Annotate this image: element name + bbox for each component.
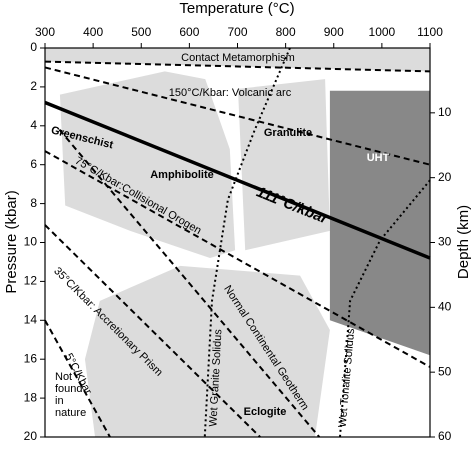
y2-tick-label: 10 (438, 105, 452, 119)
line-label: Wet Tonalite Solidus (337, 328, 358, 428)
y-tick-label: 6 (30, 157, 37, 171)
geotherm-line (44, 319, 111, 438)
geotherm-line (44, 66, 431, 166)
y-tick-label: 0 (30, 40, 37, 54)
y-tick-label: 14 (24, 312, 38, 326)
field-label: Contact Metamorphism (181, 52, 295, 64)
note-label: in (55, 395, 64, 407)
note-label: nature (55, 407, 86, 419)
x-tick-label: 1100 (417, 25, 443, 39)
line-label: Wet Granite Solidus (207, 328, 224, 427)
region (45, 48, 430, 72)
y-tick-label: 12 (24, 274, 38, 288)
y-tick-label: 8 (30, 196, 37, 210)
geotherm-line (339, 179, 431, 438)
x-tick-label: 400 (83, 25, 103, 39)
region (84, 265, 330, 437)
field-label: Granulite (264, 127, 312, 139)
geotherm-line (44, 60, 431, 73)
geotherm-line (58, 129, 321, 438)
field-label: UHT (367, 152, 390, 164)
y2-tick-label: 40 (438, 300, 452, 314)
geotherm-line (203, 47, 291, 438)
y-tick-label: 18 (24, 390, 38, 404)
line-label: 150°C/Kbar: Volcanic arc (169, 87, 292, 99)
field-label: Eclogite (244, 406, 287, 418)
x-tick-label: 300 (35, 25, 55, 39)
note-label: Not (55, 371, 72, 383)
region (237, 79, 330, 251)
x-tick-label: 900 (324, 25, 344, 39)
y2-tick-label: 30 (438, 235, 452, 249)
y-tick-label: 10 (24, 235, 38, 249)
x-tick-label: 500 (131, 25, 151, 39)
geotherm-line (44, 224, 261, 438)
x-tick-label: 700 (227, 25, 247, 39)
y-tick-label: 4 (30, 118, 37, 132)
y-tick-label: 20 (24, 429, 38, 443)
x-tick-label: 1000 (369, 25, 396, 39)
y-tick-label: 2 (30, 79, 37, 93)
region (329, 90, 430, 356)
field-label: Amphibolite (150, 169, 214, 181)
x-tick-label: 800 (276, 25, 296, 39)
y2-tick-label: 60 (438, 429, 452, 443)
note-label: found (55, 383, 83, 395)
y-tick-label: 16 (24, 351, 38, 365)
y2-tick-label: 50 (438, 364, 452, 378)
x-tick-label: 600 (179, 25, 199, 39)
x-axis-title: Temperature (°C) (179, 0, 294, 17)
y-axis-title: Pressure (kbar) (3, 190, 20, 293)
y2-tick-label: 20 (438, 170, 452, 184)
geotherm-line (44, 100, 431, 260)
y2-axis-title: Depth (km) (455, 205, 472, 279)
region (59, 71, 236, 259)
